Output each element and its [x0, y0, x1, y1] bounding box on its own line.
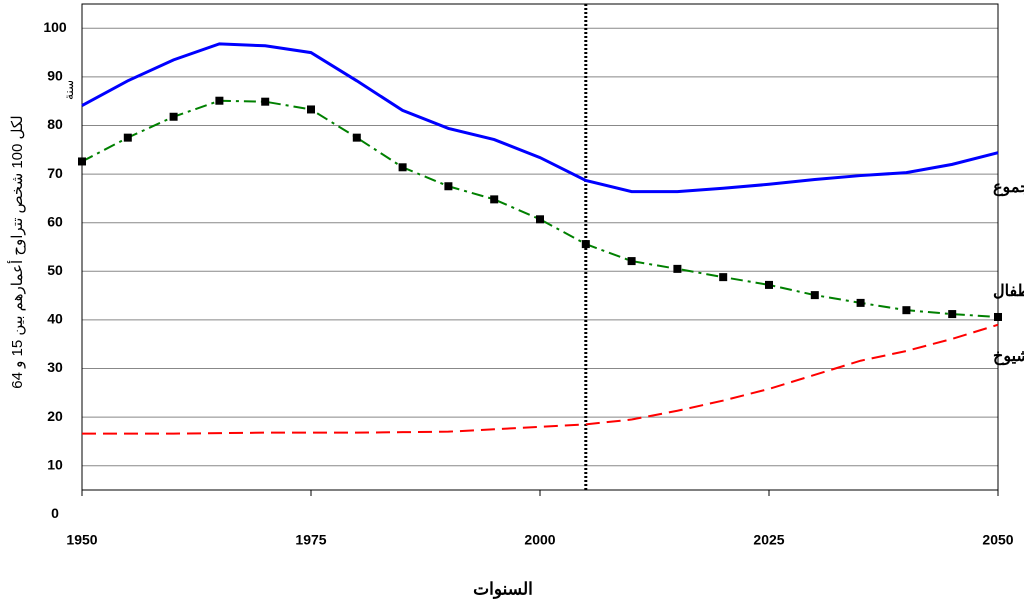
x-axis-title: السنوات [473, 579, 533, 599]
series-line [81, 42, 999, 194]
data-point [948, 310, 957, 319]
x-tick-label: 2000 [524, 532, 555, 548]
data-point [169, 112, 178, 121]
data-point [307, 105, 315, 114]
series-label: الشيوخ [993, 348, 1024, 366]
y-tick-label: 70 [47, 165, 63, 181]
x-tick-label: 1975 [295, 532, 326, 548]
series-line [82, 323, 999, 435]
y-tick-label: 50 [47, 262, 63, 278]
y-axis-title-unit: سنة [62, 80, 76, 100]
y-tick-label: 0 [51, 505, 59, 521]
data-point [490, 195, 499, 204]
data-point [673, 264, 682, 273]
data-point [123, 133, 132, 142]
series-line [81, 99, 999, 318]
data-point [902, 306, 911, 315]
data-point [398, 163, 407, 172]
data-point [215, 96, 224, 105]
data-point [719, 273, 728, 282]
data-point [765, 280, 773, 289]
y-tick-label: 80 [47, 116, 63, 132]
data-point [352, 133, 361, 142]
x-tick-label: 2025 [753, 532, 784, 548]
y-tick-label: 40 [47, 311, 63, 327]
y-tick-label: 20 [47, 408, 63, 424]
y-tick-label: 60 [47, 213, 63, 229]
data-point [444, 182, 453, 191]
y-axis-title: لكل 100 شخص تتراوح أعمارهم بين 15 و 64 [7, 115, 26, 389]
data-point [261, 97, 270, 106]
plot-frame [81, 3, 999, 491]
y-tick-label: 30 [47, 359, 63, 375]
data-point [856, 298, 865, 307]
data-point [994, 312, 1002, 321]
series-label: المجموع [993, 179, 1024, 197]
y-tick-label: 100 [43, 19, 67, 35]
y-tick-label: 90 [47, 68, 63, 84]
x-tick-label: 1950 [66, 532, 97, 548]
data-point [627, 257, 636, 266]
y-tick-label: 10 [47, 456, 63, 472]
x-tick-label: 2050 [982, 532, 1013, 548]
data-point [536, 215, 544, 224]
data-point [810, 291, 819, 300]
series-label: الأطفال [993, 280, 1024, 300]
data-point [78, 157, 86, 166]
data-point [581, 240, 590, 249]
